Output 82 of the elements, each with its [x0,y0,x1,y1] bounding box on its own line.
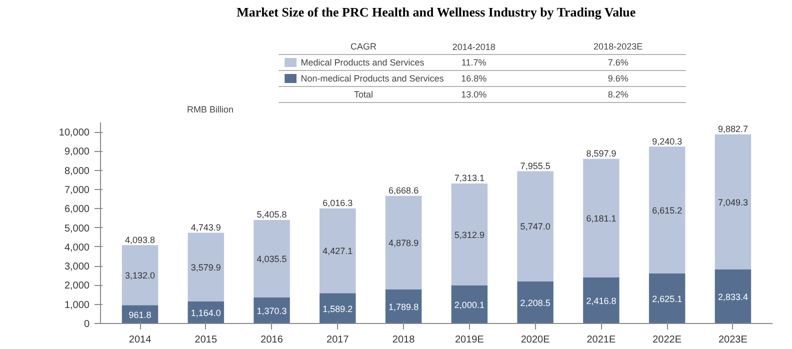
bar [517,171,554,282]
data-label: 961.8 [128,310,152,320]
bar [451,285,488,324]
x-tick-label: 2020E [520,334,550,346]
data-label: 4,035.5 [256,254,287,264]
data-label: 2,000.1 [454,300,484,310]
bar [714,134,752,270]
text: 2018-2023E [594,42,643,52]
total-label: 6,668.6 [388,186,419,196]
x-tick-label: 2021E [586,334,616,346]
data-label: 1,589.2 [322,304,353,314]
text: 2014-2018 [452,42,496,52]
total-label: 7,955.5 [520,160,550,171]
y-tick-label: 8,000 [64,166,90,177]
total-label: 9,240.3 [652,136,682,146]
bar [583,158,620,278]
data-label: 2,833.4 [718,292,748,302]
data-label: 4,427.1 [322,246,353,256]
text: 13.0% [461,90,487,100]
legend-label: Non-medical Products and Services [300,74,444,84]
bar [583,277,620,324]
total-label: 8,597.9 [586,148,616,159]
total-label: 7,313.1 [454,173,484,184]
bar [385,289,422,324]
data-label: 5,312.9 [454,230,484,240]
data-label: 1,789.8 [388,302,419,312]
x-tick-label: 2023E [718,334,748,346]
x-tick-label: 2019E [454,334,484,346]
data-label: 2,416.8 [586,296,616,306]
y-tick-label: 1,000 [64,300,90,311]
total-label: 4,743.9 [190,222,221,232]
data-label: 2,625.1 [652,294,682,304]
legend-label: Medical Products and Services [300,58,425,68]
data-label: 7,049.3 [718,197,748,208]
data-label: 1,164.0 [190,308,221,318]
y-tick-label: 2,000 [64,280,90,292]
y-tick-label: 0 [84,319,90,330]
text: 8.2% [608,90,628,100]
total-label: 9,882.7 [718,124,748,134]
text: 11.7% [461,58,486,68]
bar [385,196,422,290]
data-label: 4,878.9 [388,238,419,248]
bar [714,269,752,324]
bar [451,184,488,286]
x-tick-label: 2015 [194,334,218,346]
y-tick-label: 9,000 [64,146,90,158]
x-tick-label: 2022E [652,334,682,346]
total-label: 5,405.8 [256,210,287,220]
bar [122,245,158,306]
bar [648,273,686,324]
y-tick-label: 3,000 [64,262,90,273]
total-label: 4,093.8 [125,234,156,245]
text: 7.6% [608,58,628,68]
data-label: 3,132.0 [125,270,156,281]
x-tick-label: 2014 [128,334,152,346]
data-label: 1,370.3 [256,306,287,316]
bar [648,146,686,274]
data-label: 6,615.2 [652,205,682,216]
data-label: 6,181.1 [586,214,616,224]
chart-title: Market Size of the PRC Health and Wellness Industry by Trading Value [236,4,636,20]
x-tick-label: 2016 [260,334,284,346]
data-label: 5,747.0 [520,222,550,232]
y-axis-title: RMB Billion [187,104,234,114]
y-tick-label: 5,000 [64,223,90,234]
text: 9.6% [608,74,628,84]
y-tick-label: 10,000 [58,128,90,139]
y-tick-label: 4,000 [64,242,90,254]
y-tick-label: 6,000 [64,204,90,216]
bar [320,208,356,294]
bar [320,293,356,324]
text: 16.8% [461,74,487,84]
x-tick-label: 2018 [392,334,416,346]
total-label: 6,016.3 [322,198,353,208]
bar [254,220,290,298]
text: Total [354,90,374,100]
y-tick-label: 7,000 [64,185,90,196]
data-label: 3,579.9 [190,262,221,272]
bar [517,281,554,324]
data-label: 2,208.5 [520,298,550,308]
text: CAGR [350,42,378,52]
bar [188,232,224,302]
x-tick-label: 2017 [326,334,350,346]
